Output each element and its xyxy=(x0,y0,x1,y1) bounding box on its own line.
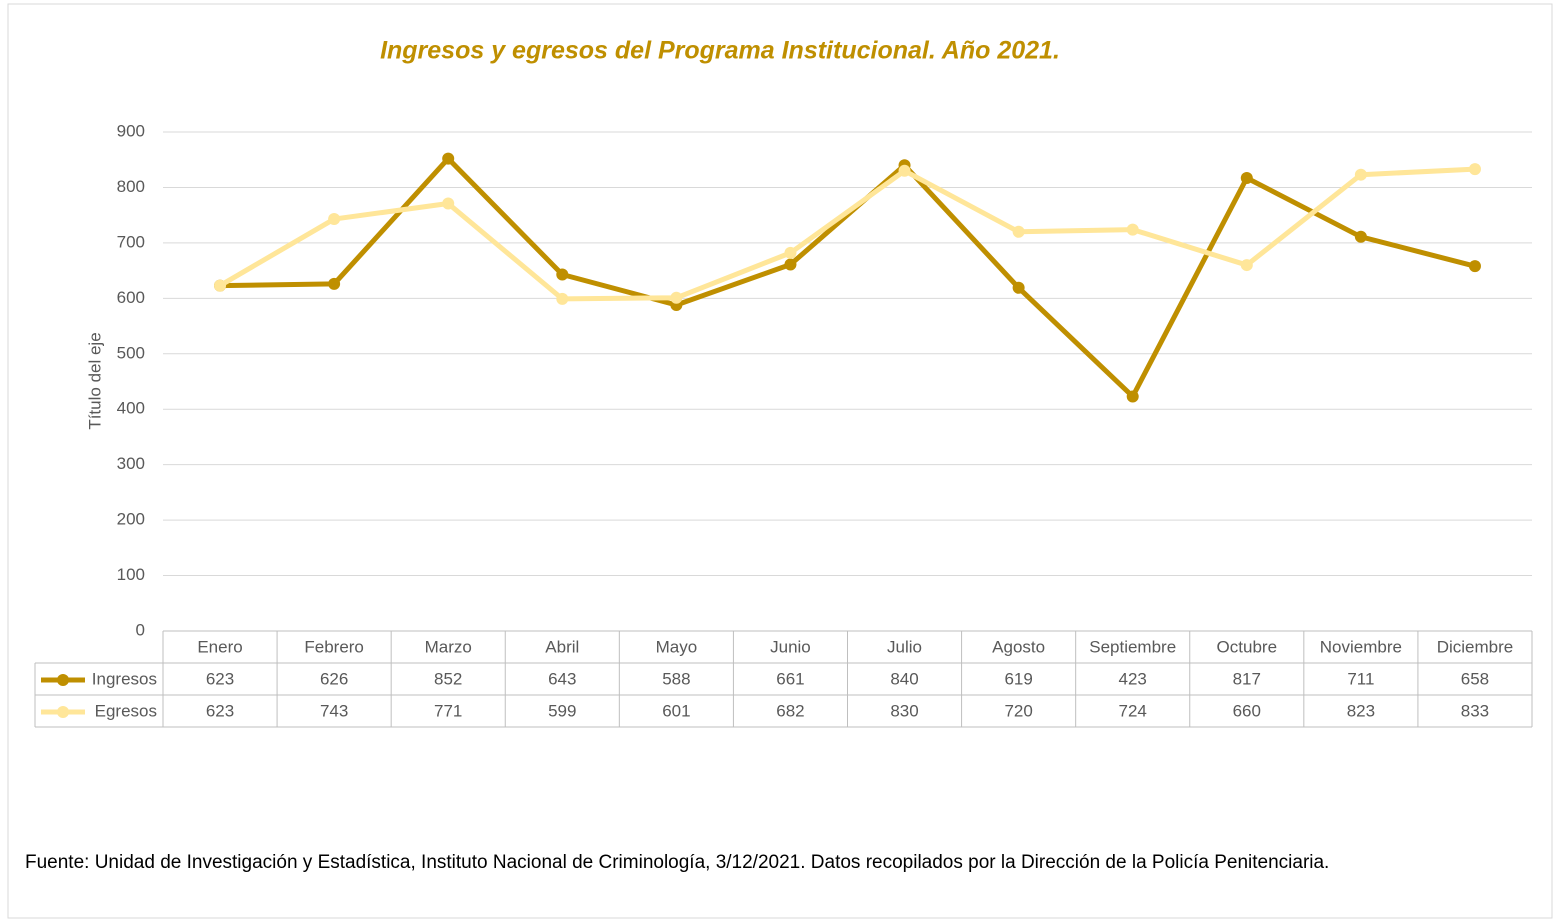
y-tick-label: 800 xyxy=(117,177,145,196)
series-marker xyxy=(784,246,797,259)
table-value: 852 xyxy=(434,669,462,688)
table-value: 623 xyxy=(206,669,234,688)
series-line xyxy=(218,166,1476,302)
table-value: 599 xyxy=(548,701,576,720)
table-value: 660 xyxy=(1233,701,1261,720)
series-marker xyxy=(898,164,911,177)
x-tick-label: Octubre xyxy=(1217,637,1277,656)
legend-marker xyxy=(57,706,69,718)
y-tick-label: 600 xyxy=(117,288,145,307)
series-marker xyxy=(1240,172,1253,185)
table-value: 619 xyxy=(1004,669,1032,688)
y-tick-label: 300 xyxy=(117,454,145,473)
x-tick-label: Septiembre xyxy=(1089,637,1176,656)
x-tick-label: Mayo xyxy=(656,637,698,656)
table-value: 830 xyxy=(890,701,918,720)
x-tick-label: Abril xyxy=(545,637,579,656)
series-marker xyxy=(784,258,797,271)
source-note: Fuente: Unidad de Investigación y Estadí… xyxy=(25,852,1330,873)
y-tick-label: 500 xyxy=(117,343,145,362)
table-value: 720 xyxy=(1004,701,1032,720)
table-value: 682 xyxy=(776,701,804,720)
table-value: 817 xyxy=(1233,669,1261,688)
series-marker xyxy=(1468,260,1481,273)
table-value: 743 xyxy=(320,701,348,720)
y-tick-label: 400 xyxy=(117,399,145,418)
legend-label: Ingresos xyxy=(92,669,157,688)
series-marker xyxy=(1126,390,1139,403)
series-marker xyxy=(442,197,455,210)
y-tick-label: 100 xyxy=(117,565,145,584)
table-value: 724 xyxy=(1119,701,1147,720)
series-marker xyxy=(328,277,341,290)
table-value: 661 xyxy=(776,669,804,688)
series-marker xyxy=(556,268,569,281)
table-value: 658 xyxy=(1461,669,1489,688)
x-tick-label: Marzo xyxy=(425,637,472,656)
series-marker xyxy=(1468,163,1481,176)
legend-marker xyxy=(57,674,69,686)
table-value: 823 xyxy=(1347,701,1375,720)
series-marker xyxy=(328,213,341,226)
series-marker xyxy=(1126,223,1139,236)
y-tick-label: 200 xyxy=(117,510,145,529)
x-tick-label: Junio xyxy=(770,637,811,656)
series-line xyxy=(220,156,1476,399)
series-marker xyxy=(1354,230,1367,243)
legend-label: Egresos xyxy=(95,701,157,720)
table-value: 626 xyxy=(320,669,348,688)
table-value: 711 xyxy=(1347,669,1374,688)
y-axis-label: Título del eje xyxy=(85,332,104,429)
chart-frame xyxy=(7,3,1553,919)
x-tick-label: Julio xyxy=(887,637,922,656)
table-value: 588 xyxy=(662,669,690,688)
table-value: 423 xyxy=(1119,669,1147,688)
x-tick-label: Noviembre xyxy=(1320,637,1402,656)
series-marker xyxy=(1240,259,1253,272)
y-tick-label: 700 xyxy=(117,232,145,251)
series-marker xyxy=(214,279,227,292)
table-value: 623 xyxy=(206,701,234,720)
series-marker xyxy=(1354,168,1367,181)
y-tick-label: 0 xyxy=(136,620,145,639)
table-value: 833 xyxy=(1461,701,1489,720)
x-tick-label: Diciembre xyxy=(1437,637,1514,656)
table-value: 840 xyxy=(890,669,918,688)
series-marker xyxy=(670,291,683,304)
x-tick-label: Enero xyxy=(197,637,242,656)
y-tick-label: 900 xyxy=(117,121,145,140)
x-tick-label: Agosto xyxy=(992,637,1045,656)
series-marker xyxy=(442,152,455,165)
series-marker xyxy=(1012,281,1025,294)
table-value: 601 xyxy=(662,701,690,720)
series-marker xyxy=(1012,225,1025,238)
series-marker xyxy=(556,292,569,305)
table-value: 771 xyxy=(434,701,462,720)
table-value: 643 xyxy=(548,669,576,688)
x-tick-label: Febrero xyxy=(304,637,364,656)
chart-title: Ingresos y egresos del Programa Instituc… xyxy=(380,37,1060,65)
